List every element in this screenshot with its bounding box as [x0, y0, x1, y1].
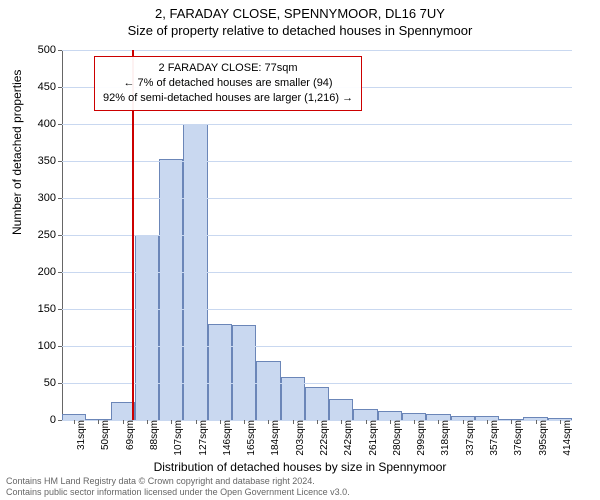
ytick-label: 400 [38, 118, 62, 130]
ytick-label: 100 [38, 340, 62, 352]
xtick-label: 242sqm [337, 420, 354, 456]
histogram-bar [402, 413, 426, 420]
info-line-larger: 92% of semi-detached houses are larger (… [103, 91, 353, 106]
xtick-label: 222sqm [313, 420, 330, 456]
xtick-label: 203sqm [289, 420, 306, 456]
footer-line1: Contains HM Land Registry data © Crown c… [6, 476, 350, 487]
xtick-label: 261sqm [362, 420, 379, 456]
xtick-label: 165sqm [240, 420, 257, 456]
ytick-label: 300 [38, 192, 62, 204]
xtick-label: 107sqm [167, 420, 184, 456]
gridline [62, 272, 572, 273]
xtick-label: 376sqm [507, 420, 524, 456]
xtick-label: 146sqm [216, 420, 233, 456]
gridline [62, 383, 572, 384]
xtick-label: 395sqm [532, 420, 549, 456]
ytick-label: 0 [50, 414, 62, 426]
histogram-bar [208, 324, 232, 420]
histogram-bar [305, 387, 329, 420]
histogram-bar [135, 235, 159, 420]
xtick-label: 318sqm [434, 420, 451, 456]
ytick-label: 450 [38, 81, 62, 93]
xtick-label: 357sqm [483, 420, 500, 456]
ytick-label: 50 [44, 377, 62, 389]
xtick-label: 337sqm [459, 420, 476, 456]
gridline [62, 124, 572, 125]
histogram-bar [256, 361, 280, 420]
ytick-label: 250 [38, 229, 62, 241]
chart-title-description: Size of property relative to detached ho… [0, 21, 600, 38]
info-line-property: 2 FARADAY CLOSE: 77sqm [103, 61, 353, 76]
histogram-bar [111, 402, 135, 421]
plot-area: 31sqm50sqm69sqm88sqm107sqm127sqm146sqm16… [62, 50, 572, 420]
xtick-label: 88sqm [143, 420, 160, 450]
histogram-bar [329, 399, 353, 420]
ytick-label: 150 [38, 303, 62, 315]
footer-line2: Contains public sector information licen… [6, 487, 350, 498]
gridline [62, 346, 572, 347]
histogram-bar [353, 409, 377, 420]
ytick-label: 500 [38, 44, 62, 56]
gridline [62, 309, 572, 310]
xtick-label: 127sqm [192, 420, 209, 456]
xtick-label: 299sqm [410, 420, 427, 456]
xtick-label: 280sqm [386, 420, 403, 456]
footer-attribution: Contains HM Land Registry data © Crown c… [6, 476, 350, 498]
xtick-label: 69sqm [119, 420, 136, 450]
info-line-smaller: ← 7% of detached houses are smaller (94) [103, 76, 353, 91]
xtick-label: 414sqm [556, 420, 573, 456]
chart-title-address: 2, FARADAY CLOSE, SPENNYMOOR, DL16 7UY [0, 0, 600, 21]
gridline [62, 235, 572, 236]
ytick-label: 350 [38, 155, 62, 167]
histogram-bar [378, 411, 402, 420]
y-axis-label: Number of detached properties [10, 70, 24, 235]
gridline [62, 50, 572, 51]
info-annotation-box: 2 FARADAY CLOSE: 77sqm ← 7% of detached … [94, 56, 362, 111]
gridline [62, 198, 572, 199]
histogram-bar [232, 325, 256, 420]
xtick-label: 184sqm [264, 420, 281, 456]
x-axis-label: Distribution of detached houses by size … [0, 460, 600, 474]
ytick-label: 200 [38, 266, 62, 278]
xtick-label: 50sqm [94, 420, 111, 450]
xtick-label: 31sqm [70, 420, 87, 450]
gridline [62, 161, 572, 162]
